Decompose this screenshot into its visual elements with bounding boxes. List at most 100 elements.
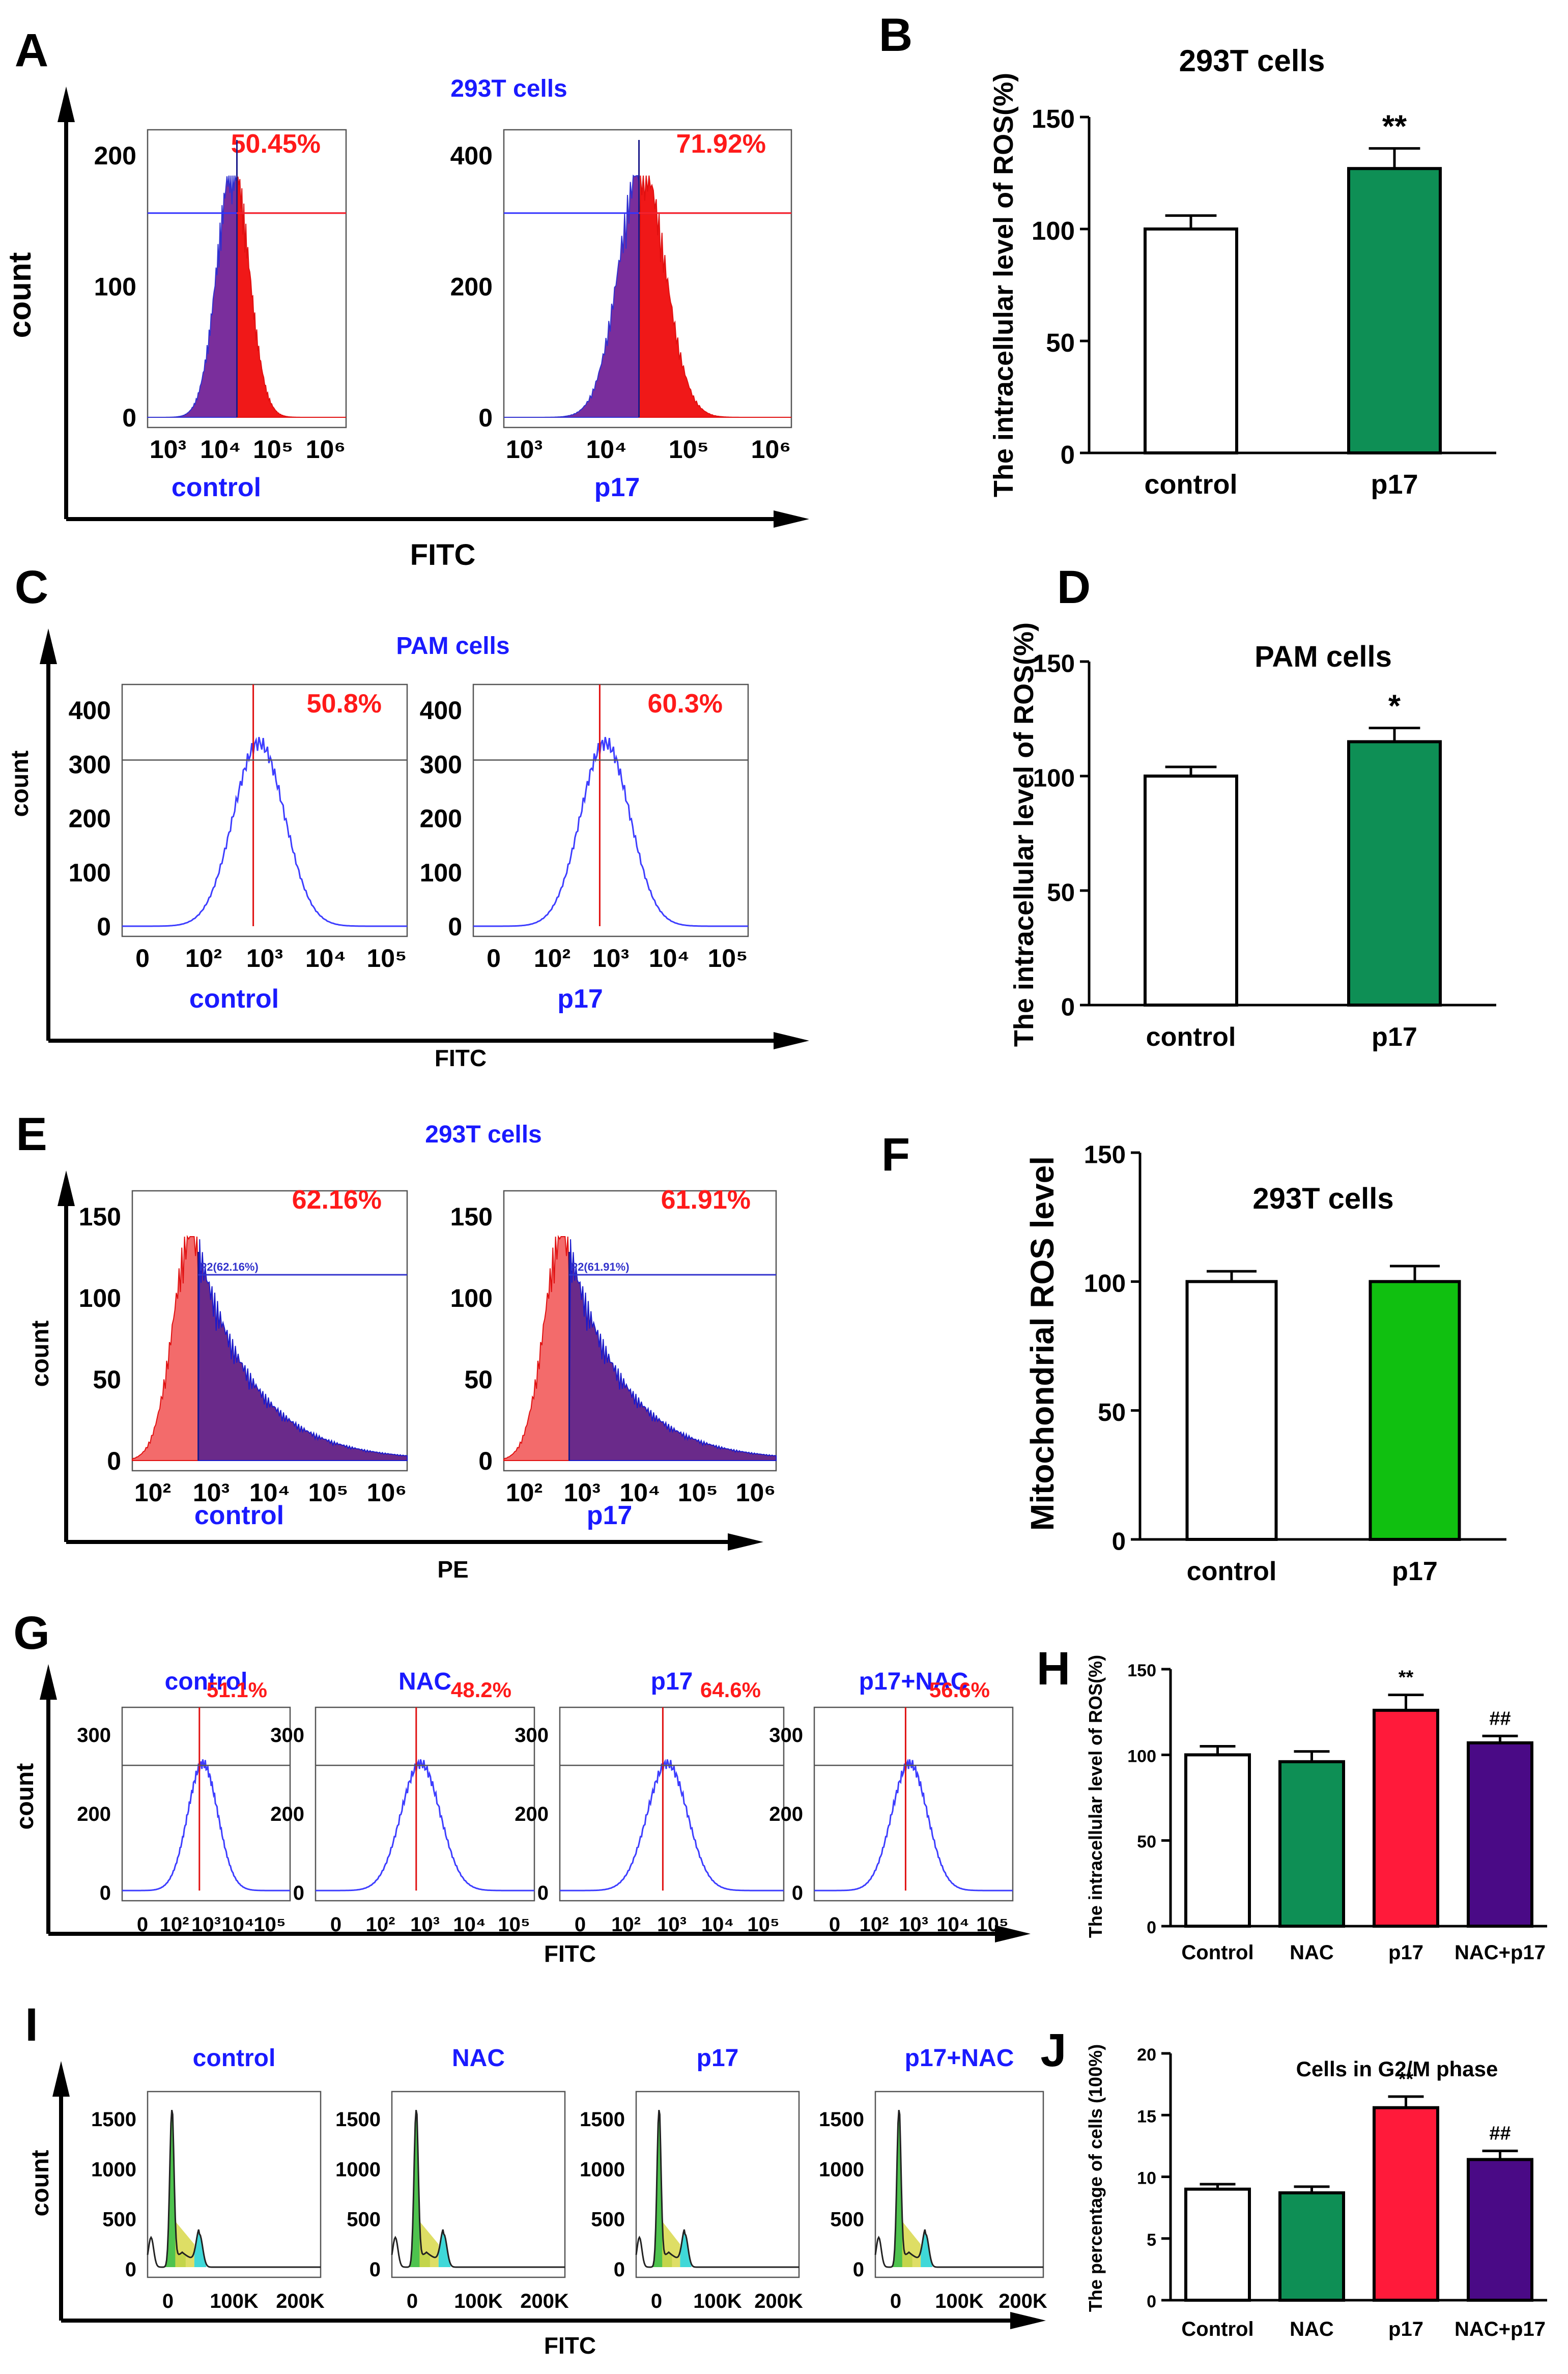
hist-e-sub1-ytick: 150 <box>450 1203 493 1231</box>
hist-g-sub0-xtick: 10⁵ <box>253 1913 286 1936</box>
hist-a-sub0-frame <box>147 129 347 428</box>
hist-i-sub0-hist-curve <box>147 2109 321 2268</box>
hist-i-sub1-hist-curve <box>391 2109 565 2268</box>
hist-g-sub0-frame <box>121 1706 291 1902</box>
bar-j-category-label: NAC+p17 <box>1455 2318 1546 2340</box>
hist-g-sub3-hist-curve <box>814 1758 1013 1892</box>
hist-e-sub0-xtick: 10⁴ <box>249 1478 290 1507</box>
hist-g-sub0-sample-label: control <box>165 1668 248 1695</box>
hist-c-sub1-frame <box>472 683 749 937</box>
bar-d-ytick-label: 50 <box>1047 878 1075 906</box>
hist-c-sub0-ytick: 300 <box>69 750 111 779</box>
hist-i-sub3-frame <box>874 2091 1044 2278</box>
hist-e-sub1-ytick: 50 <box>464 1365 493 1394</box>
hist-g-sub0-percent: 51.1% <box>207 1678 267 1702</box>
bar-b-ytick-label: 100 <box>1032 216 1075 245</box>
bar-j-bar-2 <box>1373 2106 1439 2302</box>
hist-e-sub0-xtick: 10⁶ <box>367 1478 407 1507</box>
bar-f-ytick-label: 0 <box>1112 1527 1126 1555</box>
hist-i-sub0-xtick: 100K <box>210 2290 259 2312</box>
hist-g-sub0-ytick: 200 <box>77 1803 111 1825</box>
hist-e-title: 293T cells <box>425 1121 542 1148</box>
hist-i-sub1-xtick: 100K <box>454 2290 503 2312</box>
hist-a-sub0-xtick: 10⁵ <box>253 435 293 464</box>
hist-e-sub0-percent: 62.16% <box>292 1185 382 1215</box>
hist-e-sub1-ytick: 0 <box>478 1447 493 1475</box>
hist-i-sub2-xtick: 200K <box>754 2290 803 2312</box>
hist-a-sub1-xtick: 10⁶ <box>751 435 791 464</box>
hist-c-sub1-xtick: 10⁴ <box>649 944 690 973</box>
hist-c-title: PAM cells <box>396 633 509 660</box>
bar-h-significance: ** <box>1399 1667 1414 1689</box>
hist-a-y-arrow <box>58 87 75 122</box>
hist-c-sub0-xtick: 10³ <box>246 944 283 973</box>
hist-i-sub2-sample-label: p17 <box>697 2045 739 2072</box>
hist-g-sub2-percent: 64.6% <box>700 1678 761 1702</box>
hist-g-x-label: FITC <box>544 1940 596 1967</box>
hist-g-sub0-ytick: 0 <box>100 1882 111 1904</box>
bar-j-y-label: The percentage of cells (100%) <box>1085 2044 1106 2312</box>
hist-c-sub0-ytick: 100 <box>69 859 111 887</box>
hist-e-sub0-hist-right <box>197 1239 408 1461</box>
bar-b-bar-0 <box>1144 227 1238 454</box>
hist-a-sub1-ytick: 400 <box>450 141 493 170</box>
hist-i-sub0-s-fill <box>175 2221 194 2267</box>
hist-g-sub1-xtick: 10⁵ <box>498 1913 530 1936</box>
hist-c-sub0-hist-curve <box>122 737 407 927</box>
panel-letter-j: J <box>1040 2024 1066 2076</box>
hist-e-sub0-xtick: 10² <box>134 1478 171 1507</box>
bar-j-bar-0 <box>1184 2187 1251 2302</box>
hist-i-sub1-g1-fill <box>409 2110 430 2267</box>
hist-a-sub0-percent: 50.45% <box>231 129 321 159</box>
hist-c-sub0-xtick: 0 <box>135 944 150 973</box>
hist-a-sub0-hist-left <box>147 175 238 418</box>
hist-c-sub1-xtick: 10⁵ <box>707 944 748 973</box>
hist-g-sub3-ytick: 200 <box>769 1803 803 1825</box>
bar-b-significance: ** <box>1382 109 1407 145</box>
hist-i-sub3-xtick: 200K <box>999 2290 1047 2312</box>
bar-b-ytick-label: 150 <box>1032 104 1075 133</box>
bar-d-bar-0 <box>1144 775 1238 1007</box>
hist-g-sub3-frame <box>813 1706 1014 1902</box>
hist-i-sub3-s-fill <box>902 2221 921 2267</box>
hist-e-sub0-xtick: 10³ <box>193 1478 230 1507</box>
panel-letter-g: G <box>13 1607 50 1659</box>
hist-i-sub0-ytick: 1000 <box>91 2158 136 2181</box>
hist-a-sub1-ytick: 200 <box>450 273 493 301</box>
hist-a-sub0-sample-label: control <box>172 473 261 502</box>
hist-a-sub1-frame <box>503 129 792 428</box>
hist-g-sub2-xtick: 10³ <box>657 1913 687 1936</box>
hist-g-sub1-ytick: 300 <box>270 1724 304 1747</box>
hist-i-sub0-ytick: 1500 <box>91 2108 136 2131</box>
hist-g-sub0-xtick: 0 <box>137 1913 148 1936</box>
bar-h-bar-3 <box>1467 1741 1533 1928</box>
bar-d-ytick-label: 150 <box>1033 649 1075 677</box>
hist-i-y-label: count <box>27 2150 54 2217</box>
bar-f-title: 293T cells <box>1252 1182 1393 1215</box>
hist-i-sub3-xtick: 0 <box>890 2290 901 2312</box>
hist-g-sub2-sample-label: p17 <box>651 1668 693 1695</box>
hist-g-sub1-percent: 48.2% <box>451 1678 511 1702</box>
hist-g-sub0-ytick: 300 <box>77 1724 111 1747</box>
hist-i-sub2-hist-curve <box>635 2109 799 2268</box>
hist-c-sub0-ytick: 0 <box>97 912 111 941</box>
bar-j-significance: ** <box>1399 2069 1414 2090</box>
hist-g-sub3-xtick: 10⁵ <box>976 1913 1008 1936</box>
hist-e-sub1-frame <box>503 1190 777 1472</box>
bar-h-ytick-label: 0 <box>1147 1918 1156 1937</box>
hist-g-y-label: count <box>12 1763 39 1830</box>
bar-d-category-label: p17 <box>1372 1022 1417 1052</box>
hist-g-x-arrow <box>995 1925 1031 1942</box>
bar-f-ytick-label: 150 <box>1084 1140 1126 1168</box>
bar-h-category-label: NAC <box>1290 1941 1334 1964</box>
hist-c-sub0-xtick: 10² <box>185 944 222 973</box>
hist-c-sub0-xtick: 10⁵ <box>366 944 407 973</box>
hist-c-sub1-ytick: 200 <box>420 805 462 833</box>
hist-e-sub0-frame <box>131 1190 408 1472</box>
hist-e-sub0-ytick: 50 <box>93 1365 121 1394</box>
bar-b-category-label: p17 <box>1371 469 1418 500</box>
hist-g-sub2-ytick: 0 <box>537 1882 549 1904</box>
bar-j-category-label: p17 <box>1388 2318 1423 2340</box>
bar-b-ytick-label: 50 <box>1046 328 1075 357</box>
